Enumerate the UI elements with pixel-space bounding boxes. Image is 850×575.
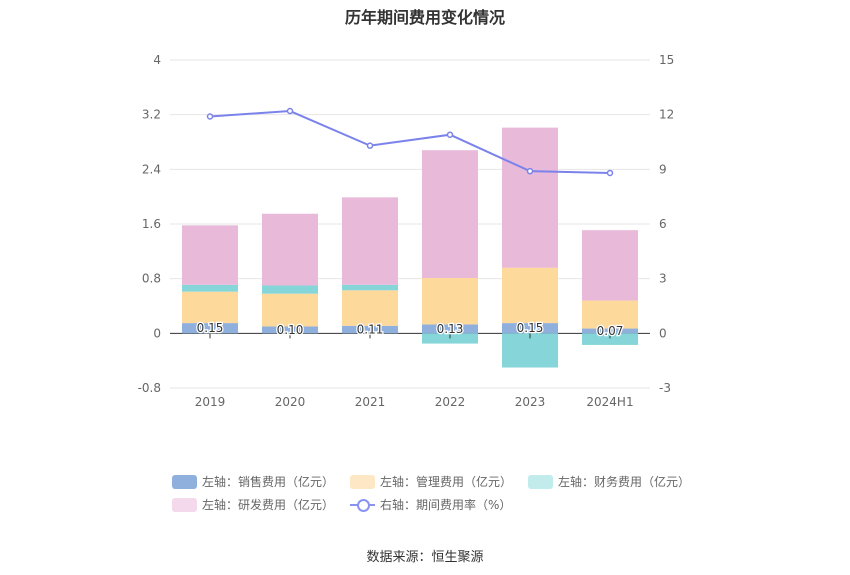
right-axis-tick-label: 15 (659, 53, 674, 67)
left-axis-tick-label: 4 (153, 53, 161, 67)
legend-item-finance[interactable]: 左轴：财务费用（亿元） (528, 473, 690, 490)
bar-segment-2 (502, 333, 558, 368)
expense-rate-point (206, 113, 214, 120)
bar-segment-2 (422, 333, 478, 344)
x-axis-tick-label: 2024H1 (586, 395, 633, 409)
legend-item-sales[interactable]: 左轴：销售费用（亿元） (172, 473, 334, 490)
left-axis-tick-label: 0.8 (142, 272, 161, 286)
bar-segment-3 (422, 150, 478, 278)
bar-segment-1 (262, 293, 318, 327)
left-axis-tick-label: 0 (153, 326, 161, 340)
legend-label-finance: 左轴：财务费用（亿元） (558, 475, 691, 489)
bar-segment-1 (182, 291, 238, 324)
chart-title: 历年期间费用变化情况 (344, 8, 505, 27)
bar-segment-3 (262, 213, 318, 286)
bar-segment-3 (582, 230, 638, 301)
x-axis-tick-label: 2019 (195, 395, 226, 409)
x-axis-tick-label: 2020 (275, 395, 306, 409)
bar-segment-2 (182, 284, 238, 292)
legend: 左轴：销售费用（亿元） 左轴：管理费用（亿元） 左轴：财务费用（亿元） 左轴：研… (172, 470, 732, 516)
left-axis-tick-label: 3.2 (142, 108, 161, 122)
legend-swatch-rnd (172, 497, 197, 512)
expense-rate-point (606, 169, 614, 177)
legend-label-rnd: 左轴：研发费用（亿元） (202, 498, 335, 512)
legend-label-admin: 左轴：管理费用（亿元） (380, 475, 513, 489)
chart-svg: 4 15 3.2 12 2.4 9 1.6 6 0.8 3 0 0 -0.8 -3 2019 0.15 2020… (138, 53, 675, 409)
legend-item-admin[interactable]: 左轴：管理费用（亿元） (350, 473, 512, 490)
bar-segment-1 (342, 290, 398, 326)
bar-segment-2 (582, 333, 638, 345)
left-axis-tick-label: -0.8 (138, 381, 161, 395)
right-axis-tick-label: 6 (659, 217, 667, 231)
bar-segment-1 (582, 300, 638, 329)
bar-segment-1 (422, 277, 478, 325)
right-axis-tick-label: 12 (659, 108, 674, 122)
expense-rate-point (366, 142, 374, 149)
data-label: 0.07 (597, 324, 624, 338)
left-axis-tick-label: 2.4 (142, 162, 161, 176)
expense-rate-point (526, 167, 534, 175)
x-axis-tick-label: 2022 (435, 395, 466, 409)
x-axis-tick-label: 2021 (355, 395, 386, 409)
legend-item-rnd[interactable]: 左轴：研发费用（亿元） (172, 496, 334, 513)
legend-swatch-expense-rate (350, 498, 376, 512)
data-label: 0.11 (357, 323, 384, 337)
legend-item-expense-rate[interactable]: 右轴：期间费用率（%） (350, 496, 511, 513)
data-label: 0.15 (517, 321, 544, 335)
data-label: 0.15 (197, 321, 224, 335)
bar-segment-3 (502, 127, 558, 268)
bar-segment-0 (342, 325, 398, 334)
data-label: 0.13 (437, 322, 464, 336)
bar-segment-3 (182, 225, 238, 285)
right-axis-tick-label: 0 (659, 326, 667, 340)
data-label: 0.10 (277, 323, 304, 337)
legend-label-expense-rate: 右轴：期间费用率（%） (380, 498, 512, 512)
data-source: 数据来源：恒生聚源 (366, 550, 484, 565)
bar-segment-0 (502, 323, 558, 334)
right-axis-tick-label: 3 (659, 272, 667, 286)
expense-rate-line (209, 110, 611, 174)
right-axis-tick-label: 9 (659, 162, 667, 176)
x-axis-tick-label: 2023 (515, 395, 546, 409)
legend-swatch-admin (350, 474, 376, 489)
bar-segment-2 (262, 285, 318, 294)
bar-segment-0 (262, 326, 318, 334)
expense-rate-point (446, 131, 454, 138)
bar-segment-1 (502, 267, 558, 324)
left-axis-tick-label: 1.6 (142, 217, 161, 231)
bar-segment-0 (422, 324, 478, 334)
bar-segment-3 (342, 197, 398, 285)
bar-segment-0 (582, 328, 638, 334)
legend-swatch-sales (172, 474, 197, 489)
right-axis-tick-label: -3 (659, 381, 671, 395)
bar-segment-0 (182, 323, 238, 334)
legend-label-sales: 左轴：销售费用（亿元） (202, 475, 335, 489)
legend-swatch-finance (528, 474, 554, 489)
bar-segment-2 (342, 284, 398, 291)
expense-rate-point (286, 107, 294, 115)
